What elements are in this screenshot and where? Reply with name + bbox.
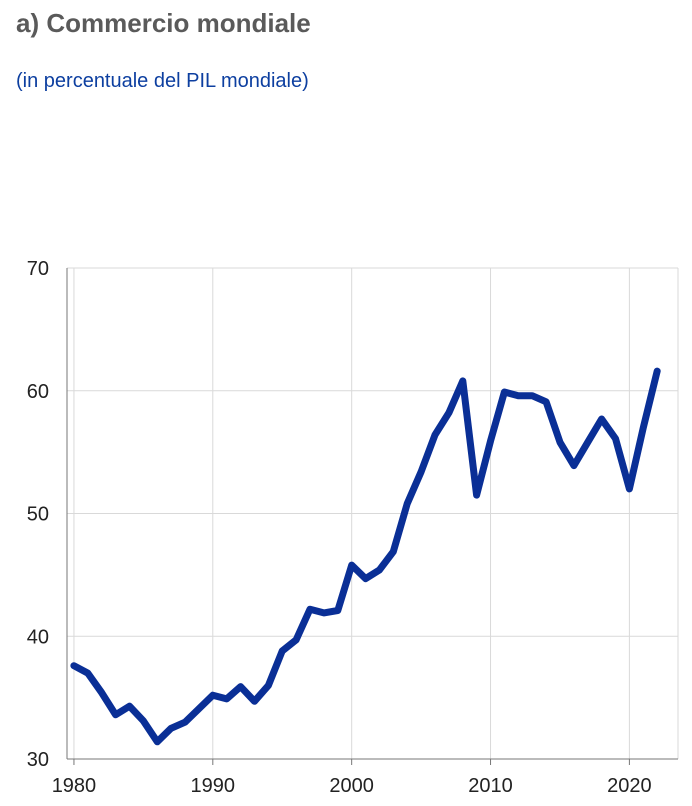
x-tick-label-2000: 2000 xyxy=(329,775,374,797)
axes xyxy=(66,268,678,765)
series-line-0 xyxy=(70,367,661,746)
y-tick-label-30: 30 xyxy=(27,749,49,771)
series-layer xyxy=(70,367,661,746)
chart-subtitle: (in percentuale del PIL mondiale) xyxy=(16,70,309,92)
x-tick-label-2020: 2020 xyxy=(607,775,652,797)
chart-title: a) Commercio mondiale xyxy=(16,8,311,38)
y-tick-label-60: 60 xyxy=(27,381,49,403)
tick-labels: 30 40 50 60 70 1980 1990 2000 2010 2020 xyxy=(27,258,652,797)
y-tick-label-70: 70 xyxy=(27,258,49,280)
y-tick-label-50: 50 xyxy=(27,504,49,526)
x-tick-label-1980: 1980 xyxy=(52,775,97,797)
x-tick-label-1990: 1990 xyxy=(191,775,236,797)
grid-lines xyxy=(67,267,679,759)
y-tick-label-40: 40 xyxy=(27,626,49,648)
x-tick-label-2010: 2010 xyxy=(468,775,513,797)
